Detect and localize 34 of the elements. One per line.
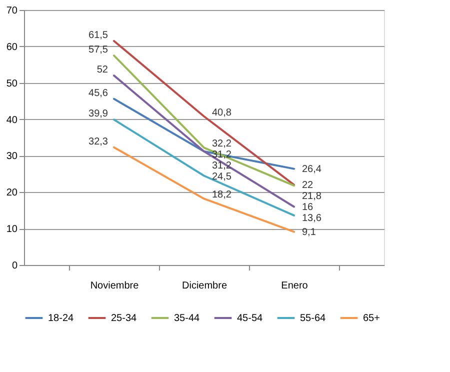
data-label: 57,5: [88, 44, 108, 56]
x-tick-label: Enero: [281, 280, 308, 292]
x-tick-label: Noviembre: [90, 280, 140, 292]
legend-label: 55-64: [300, 313, 326, 324]
data-label: 18,2: [212, 190, 232, 201]
y-tick-label: 10: [6, 224, 18, 236]
legend-label: 18-24: [48, 313, 74, 324]
legend-label: 45-54: [237, 313, 264, 324]
legend-label: 25-34: [111, 313, 138, 324]
data-label: 39,9: [88, 108, 108, 120]
data-label: 9,1: [302, 226, 316, 238]
data-label: 21,8: [302, 190, 322, 202]
data-label: 40,8: [212, 107, 232, 118]
data-label: 22: [302, 180, 314, 191]
data-label: 32,3: [88, 136, 108, 148]
data-label: 31,2: [212, 150, 232, 161]
data-label: 26,4: [302, 164, 322, 175]
legend-label: 35-44: [174, 313, 200, 324]
data-label: 13,6: [302, 212, 322, 224]
y-tick-label: 70: [6, 6, 18, 16]
y-tick-label: 20: [6, 188, 18, 199]
y-tick-label: 0: [12, 260, 18, 272]
data-label: 61,5: [88, 30, 108, 41]
data-label: 45,6: [88, 88, 108, 99]
x-tick-label: Diciembre: [182, 280, 228, 292]
data-label: 16: [302, 202, 314, 213]
y-tick-label: 40: [6, 114, 18, 126]
y-tick-label: 60: [6, 42, 18, 53]
y-tick-label: 50: [6, 78, 18, 90]
data-label: 52: [96, 64, 108, 76]
data-label: 32,2: [212, 138, 232, 150]
legend-label: 65+: [363, 313, 380, 324]
y-tick-label: 30: [6, 151, 18, 162]
data-label: 24,5: [212, 172, 232, 183]
